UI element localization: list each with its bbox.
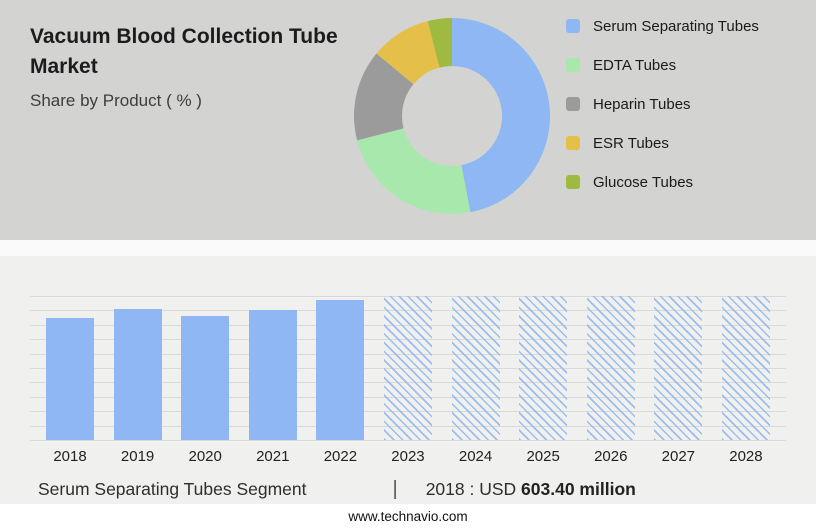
footer-caption: Serum Separating Tubes Segment | 2018 : … — [38, 478, 786, 501]
legend-swatch — [566, 58, 580, 72]
segment-label: Serum Separating Tubes Segment — [38, 479, 307, 499]
gridline — [30, 440, 786, 441]
legend-item: Glucose Tubes — [566, 170, 759, 194]
bar-2019 — [113, 308, 162, 440]
x-label-2020: 2020 — [188, 448, 222, 465]
x-label-2024: 2024 — [458, 448, 493, 465]
x-label-2023: 2023 — [391, 448, 425, 465]
bar-2025 — [519, 296, 568, 440]
divider-strip — [0, 240, 816, 256]
x-label-2021: 2021 — [256, 448, 290, 465]
caption-year-prefix: 2018 : USD — [425, 479, 517, 499]
bar-2024 — [451, 296, 500, 440]
x-labels: 2018 2019 2020 2021 2022 2023 2024 2025 2026 2027… — [30, 448, 786, 465]
donut-segment-heparin-tubes — [354, 53, 414, 141]
bars — [30, 296, 786, 440]
donut-chart-wrap — [352, 16, 552, 216]
x-label-2026: 2026 — [594, 448, 628, 465]
caption-value-group: 2018 : USD 603.40 million — [426, 479, 636, 500]
legend-swatch — [566, 136, 580, 150]
legend-swatch — [566, 19, 580, 33]
donut-segment-edta-tubes — [357, 128, 471, 214]
legend-item: Serum Separating Tubes — [566, 14, 759, 38]
bar-chart-section: 2018 2019 2020 2021 2022 2023 2024 2025 2026 2027… — [0, 256, 816, 504]
legend-label: Serum Separating Tubes — [593, 17, 759, 35]
legend-label: ESR Tubes — [593, 134, 669, 152]
legend-label: Heparin Tubes — [593, 95, 691, 113]
bar-2023 — [383, 296, 432, 440]
x-label-2019: 2019 — [120, 448, 155, 465]
legend-item: Heparin Tubes — [566, 92, 759, 116]
donut-segment-glucose-tubes — [427, 18, 452, 68]
header: Vacuum Blood Collection Tube Market Shar… — [0, 0, 816, 240]
legend-label: Glucose Tubes — [593, 173, 694, 191]
x-label-2027: 2027 — [661, 448, 696, 465]
bar-2028 — [721, 296, 770, 440]
legend-item: ESR Tubes — [566, 131, 759, 155]
bar-2026 — [586, 296, 635, 440]
x-label-2025: 2025 — [526, 448, 560, 465]
website-text: www.technavio.com — [348, 508, 468, 524]
caption-separator: | — [392, 478, 398, 500]
site-band: www.technavio.com — [0, 504, 816, 528]
x-label-2028: 2028 — [729, 448, 763, 465]
legend-label: EDTA Tubes — [593, 56, 677, 74]
legend-swatch — [566, 97, 580, 111]
x-label-2022: 2022 — [323, 448, 358, 465]
chart-subtitle: Share by Product ( % ) — [30, 90, 202, 110]
bar-2018 — [46, 317, 94, 440]
donut-chart — [354, 18, 550, 214]
bar-2020 — [181, 316, 230, 440]
page-title: Vacuum Blood Collection Tube Market — [30, 25, 338, 78]
bar-2022 — [316, 300, 365, 440]
bar-2027 — [654, 296, 703, 440]
donut-segment-esr-tubes — [376, 21, 440, 85]
title-block: Vacuum Blood Collection Tube Market Shar… — [30, 22, 380, 111]
bar-2021 — [248, 310, 297, 440]
bar-chart-plot — [30, 296, 786, 441]
x-label-2018: 2018 — [53, 448, 87, 465]
donut-segment-serum-separating-tubes — [452, 18, 550, 213]
caption-value: 603.40 million — [521, 479, 636, 499]
legend: Serum Separating Tubes EDTA Tubes Heparin … — [566, 14, 759, 194]
legend-swatch — [566, 175, 580, 189]
legend-item: EDTA Tubes — [566, 53, 759, 77]
